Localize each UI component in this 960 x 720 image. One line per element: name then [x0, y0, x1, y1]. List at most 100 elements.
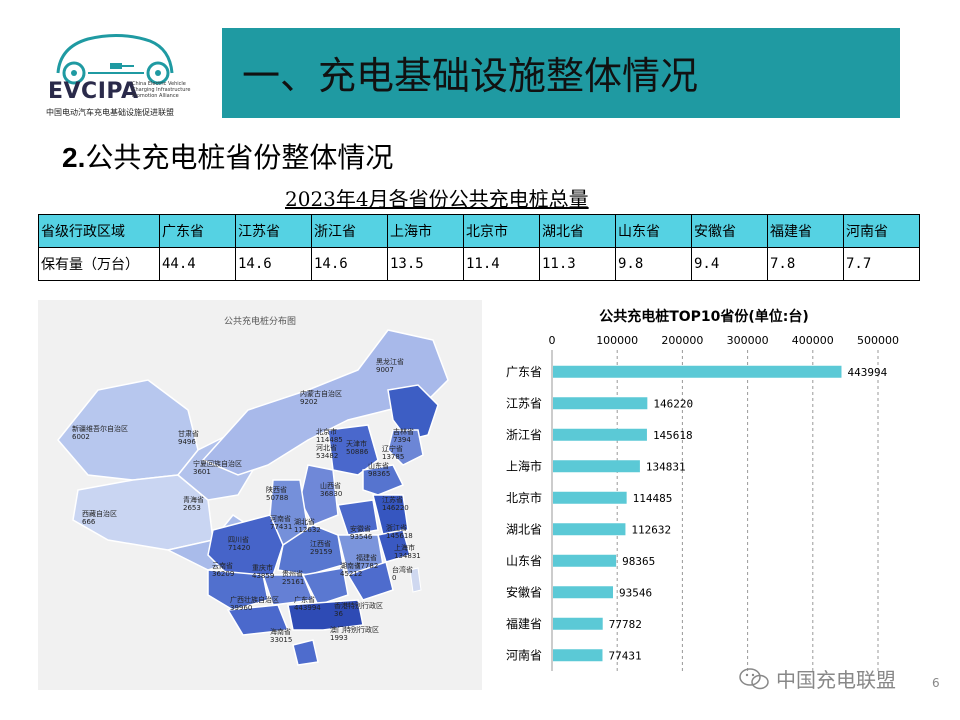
category-label: 上海市: [506, 458, 542, 473]
map-region-label: 北京市 114485: [316, 428, 343, 444]
map-region-label: 黑龙江省 9007: [376, 358, 404, 374]
map-region-name: 江西省: [310, 540, 331, 548]
x-tick-label: 400000: [792, 334, 834, 347]
map-region-name: 辽宁省: [382, 445, 403, 453]
map-region-value: 9496: [178, 438, 196, 446]
province-name: 河南省: [843, 214, 920, 248]
map-region-value: 145618: [386, 532, 413, 540]
map-region-label: 广西壮族自治区 39960: [230, 596, 279, 612]
map-region-label: 天津市 50886: [346, 440, 368, 456]
map-region-value: 53482: [316, 452, 339, 460]
map-region-label: 西藏自治区 666: [82, 510, 117, 526]
table-cell: 11.3: [539, 247, 616, 281]
category-label: 广东省: [506, 365, 542, 379]
map-region-label: 海南省 33015: [270, 628, 292, 644]
evcipa-logo: EVCIPA China Electric Vehicle Charging I…: [40, 25, 200, 120]
distribution-map: 公共充电桩分布图 黑龙江省 9007 吉林省 7394 辽宁省 13785 内蒙古自治区 92…: [38, 300, 482, 690]
province-name: 福建省: [767, 214, 844, 248]
map-region-name: 湖南省: [340, 562, 361, 570]
page-number: 6: [932, 676, 940, 690]
map-region-value: 2653: [183, 504, 201, 512]
map-region-label: 澳门特别行政区 1993: [330, 626, 379, 642]
bar: [553, 460, 640, 473]
map-region-label: 宁夏回族自治区 3601: [193, 460, 242, 476]
province-table: 省级行政区域 广东省 江苏省 浙江省 上海市 北京市 湖北省 山东省 安徽省 福…: [38, 214, 920, 281]
map-region-name: 河北省: [316, 444, 337, 452]
table-cell: 9.4: [691, 247, 768, 281]
map-region-label: 辽宁省 13785: [382, 445, 404, 461]
section-number: 2.: [62, 142, 86, 173]
map-region-name: 安徽省: [350, 525, 371, 533]
map-region-value: 29159: [310, 548, 333, 556]
bar: [553, 428, 647, 441]
section-text: 公共充电桩省份整体情况: [85, 141, 394, 174]
table-cell: 13.5: [387, 247, 464, 281]
table-cell: 7.8: [767, 247, 844, 281]
data-label: 93546: [619, 586, 652, 599]
category-label: 福建省: [506, 616, 542, 631]
page-title: 一、充电基础设施整体情况: [242, 54, 699, 98]
map-region-value: 50886: [346, 448, 369, 456]
map-region-label: 香港特别行政区 36: [334, 602, 383, 618]
category-label: 安徽省: [506, 584, 542, 599]
ev-charging-car-icon: [56, 34, 174, 85]
map-region-label: 新疆维吾尔自治区 6002: [72, 425, 128, 441]
wechat-icon: [739, 668, 769, 690]
data-label: 134831: [646, 460, 686, 473]
map-region-name: 内蒙古自治区: [300, 390, 342, 398]
map-region-label: 浙江省 145618: [386, 524, 413, 540]
category-label: 江苏省: [506, 396, 542, 410]
chart-plot: 0 100000 200000 300000 400000 500000 广东省 443994…: [506, 334, 899, 671]
logo-english-name: China Electric Vehicle Charging Infrastr…: [132, 81, 191, 99]
watermark-text: 中国充电联盟: [776, 668, 896, 692]
map-region-value: 50788: [266, 494, 289, 502]
map-region-value: 0: [392, 574, 397, 582]
data-label: 146220: [653, 397, 693, 410]
map-region-name: 新疆维吾尔自治区: [72, 425, 128, 433]
map-region-name: 福建省: [356, 554, 377, 562]
map-region-label: 山西省 36830: [320, 482, 342, 498]
map-region-label: 福建省 77782: [356, 554, 378, 570]
logo-brand: EVCIPA: [48, 79, 139, 104]
map-region-value: 13785: [382, 453, 405, 461]
map-region-label: 吉林省 7394: [393, 428, 414, 444]
map-region-label: 广东省 443994: [294, 596, 321, 612]
table-cell: 7.7: [843, 247, 920, 281]
bar: [553, 523, 626, 536]
map-region-label: 河北省 53482: [316, 444, 338, 460]
map-region-name: 甘肃省: [178, 430, 199, 438]
map-region-name: 重庆市: [252, 564, 273, 572]
map-region-value: 25161: [282, 578, 305, 586]
map-region-label: 台湾省 0: [392, 566, 413, 582]
logo-chinese-name: 中国电动汽车充电基础设施促进联盟: [46, 108, 174, 117]
table-cell: 14.6: [311, 247, 388, 281]
bar: [553, 649, 603, 662]
map-region-value: 36830: [320, 490, 343, 498]
map-region-value: 71420: [228, 544, 251, 552]
map-region-value: 77782: [356, 562, 379, 570]
map-region-label: 安徽省 93546: [350, 525, 372, 541]
map-region-label: 湖北省 112632: [294, 518, 321, 534]
map-region-name: 湖北省: [294, 518, 315, 526]
map-region-value: 33015: [270, 636, 293, 644]
map-region-value: 6002: [72, 433, 90, 441]
map-region-value: 666: [82, 518, 96, 526]
map-region-label: 陕西省 50788: [266, 486, 288, 502]
table-row: 保有量（万台） 44.4 14.6 14.6 13.5 11.4 11.3 9.…: [38, 247, 920, 281]
data-label: 77431: [608, 649, 641, 662]
province-name: 江苏省: [235, 214, 312, 248]
x-tick-label: 300000: [727, 334, 769, 347]
province-name: 浙江省: [311, 214, 388, 248]
table-cell: 44.4: [159, 247, 236, 281]
data-label: 443994: [847, 366, 887, 379]
map-region-name: 广西壮族自治区: [230, 596, 279, 604]
table-cell: 9.8: [615, 247, 692, 281]
map-region-value: 45212: [340, 570, 363, 578]
map-region-value: 98365: [368, 470, 391, 478]
map-region-value: 36: [334, 610, 343, 618]
map-region-label: 贵州省 25161: [282, 570, 304, 586]
map-region-name: 台湾省: [392, 566, 413, 574]
map-region-value: 1993: [330, 634, 348, 642]
top10-bar-chart: 公共充电桩TOP10省份(单位:台) 0 100000 200000 300000 40…: [494, 304, 914, 684]
map-region-value: 77431: [270, 523, 293, 531]
